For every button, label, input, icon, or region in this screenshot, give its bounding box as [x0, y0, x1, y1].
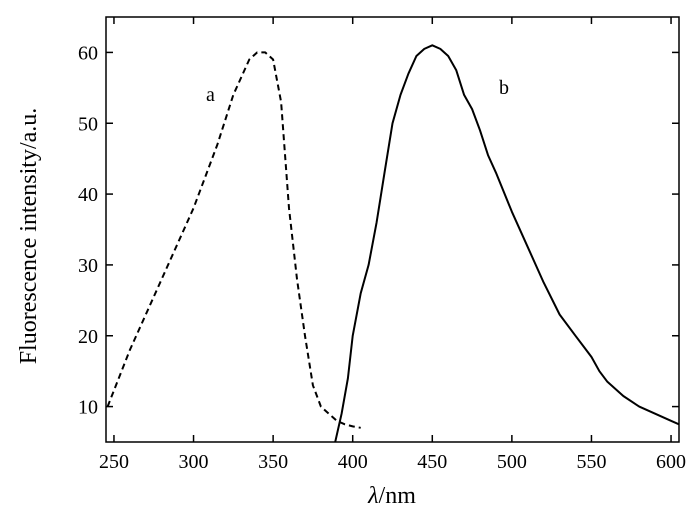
x-tick-label: 600: [656, 451, 686, 473]
plot-lines: [106, 44, 679, 442]
x-tick-label: 250: [99, 451, 129, 473]
y-axis-title: Fluorescence intensity/a.u.: [16, 108, 42, 365]
axes: [105, 16, 680, 443]
series-line-a: [106, 51, 361, 429]
x-tick-label: 400: [338, 451, 368, 473]
x-tick-label: 350: [258, 451, 288, 473]
y-tick-label: 60: [78, 42, 98, 64]
series-line-b: [334, 44, 679, 442]
y-tick-label: 30: [78, 255, 98, 277]
series-label-b: b: [499, 77, 509, 99]
y-tick-label: 50: [78, 113, 98, 135]
y-tick-label: 10: [78, 397, 98, 419]
plot-frame: [105, 16, 680, 443]
series-label-a: a: [206, 84, 215, 106]
ticks: 250 300 350 400 450 500 550 600 10 20 30 40 50 60: [78, 17, 686, 473]
x-axis-symbol: λ: [367, 483, 378, 509]
y-tick-label: 20: [78, 326, 98, 348]
x-tick-label: 300: [179, 451, 209, 473]
x-tick-label: 550: [576, 451, 606, 473]
x-tick-label: 450: [417, 451, 447, 473]
x-axis-title: λ/nm: [367, 483, 416, 509]
x-axis-unit: /nm: [379, 483, 417, 509]
y-tick-label: 40: [78, 184, 98, 206]
x-tick-label: 500: [497, 451, 527, 473]
